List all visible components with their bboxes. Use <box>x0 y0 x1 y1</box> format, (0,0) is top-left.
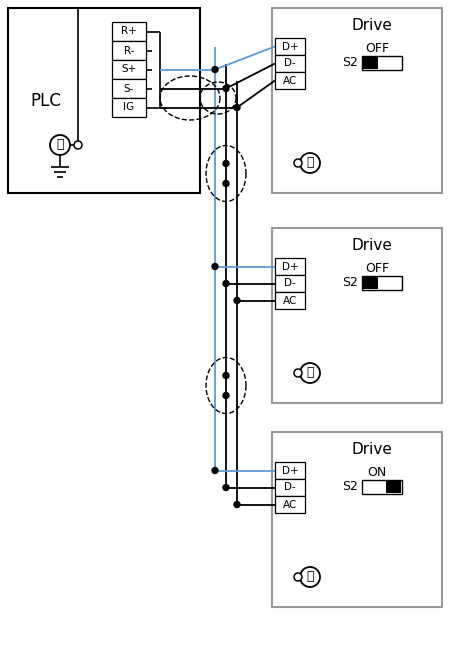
Circle shape <box>294 573 302 581</box>
Text: Drive: Drive <box>351 443 392 457</box>
Circle shape <box>223 181 229 187</box>
Bar <box>272 228 442 403</box>
Text: ⏚: ⏚ <box>306 570 314 583</box>
Circle shape <box>234 104 240 111</box>
Text: PLC: PLC <box>30 91 61 110</box>
Text: D-: D- <box>284 58 296 69</box>
Text: S-: S- <box>124 84 134 93</box>
Bar <box>275 462 305 479</box>
Circle shape <box>223 485 229 491</box>
Text: D+: D+ <box>281 465 298 476</box>
Circle shape <box>300 363 320 383</box>
Bar <box>275 55 305 72</box>
Text: ⏚: ⏚ <box>306 367 314 380</box>
Bar <box>112 22 146 41</box>
Circle shape <box>300 153 320 173</box>
Text: ⏚: ⏚ <box>56 139 64 152</box>
Circle shape <box>300 567 320 587</box>
Text: R-: R- <box>124 45 134 56</box>
Text: S+: S+ <box>121 65 137 75</box>
Bar <box>362 276 402 290</box>
Text: R+: R+ <box>121 27 137 36</box>
Text: OFF: OFF <box>365 262 389 275</box>
Circle shape <box>223 86 229 91</box>
Text: D+: D+ <box>281 262 298 272</box>
Text: S2: S2 <box>342 56 358 69</box>
Bar <box>275 292 305 309</box>
Bar <box>275 38 305 55</box>
Bar <box>275 496 305 513</box>
Bar <box>275 72 305 89</box>
Bar <box>362 56 402 70</box>
Circle shape <box>50 135 70 155</box>
Circle shape <box>212 264 218 270</box>
Text: D-: D- <box>284 279 296 288</box>
Circle shape <box>223 393 229 399</box>
Text: AC: AC <box>283 295 297 305</box>
Bar <box>112 60 146 79</box>
Bar <box>363 277 378 289</box>
Circle shape <box>294 369 302 377</box>
Circle shape <box>223 373 229 378</box>
Bar <box>386 481 401 493</box>
Bar <box>272 8 442 193</box>
Circle shape <box>212 467 218 474</box>
Text: OFF: OFF <box>365 41 389 54</box>
Text: D+: D+ <box>281 41 298 51</box>
Text: S2: S2 <box>342 277 358 290</box>
Bar <box>362 480 402 494</box>
Circle shape <box>74 141 82 149</box>
Circle shape <box>294 159 302 167</box>
Circle shape <box>223 281 229 286</box>
Text: D-: D- <box>284 483 296 492</box>
Text: ⏚: ⏚ <box>306 157 314 170</box>
Bar <box>112 41 146 60</box>
Circle shape <box>212 67 218 73</box>
Bar <box>112 79 146 98</box>
Circle shape <box>223 161 229 167</box>
Bar <box>363 57 378 69</box>
Text: S2: S2 <box>342 481 358 494</box>
Bar <box>275 479 305 496</box>
Bar <box>275 258 305 275</box>
Circle shape <box>234 297 240 303</box>
Bar <box>272 432 442 607</box>
Text: AC: AC <box>283 76 297 86</box>
Text: AC: AC <box>283 500 297 509</box>
Text: Drive: Drive <box>351 19 392 34</box>
Bar <box>112 98 146 117</box>
Text: Drive: Drive <box>351 238 392 253</box>
Bar <box>275 275 305 292</box>
Text: IG: IG <box>123 102 134 113</box>
Circle shape <box>234 502 240 507</box>
Text: ON: ON <box>367 465 387 478</box>
Bar <box>8 8 200 193</box>
